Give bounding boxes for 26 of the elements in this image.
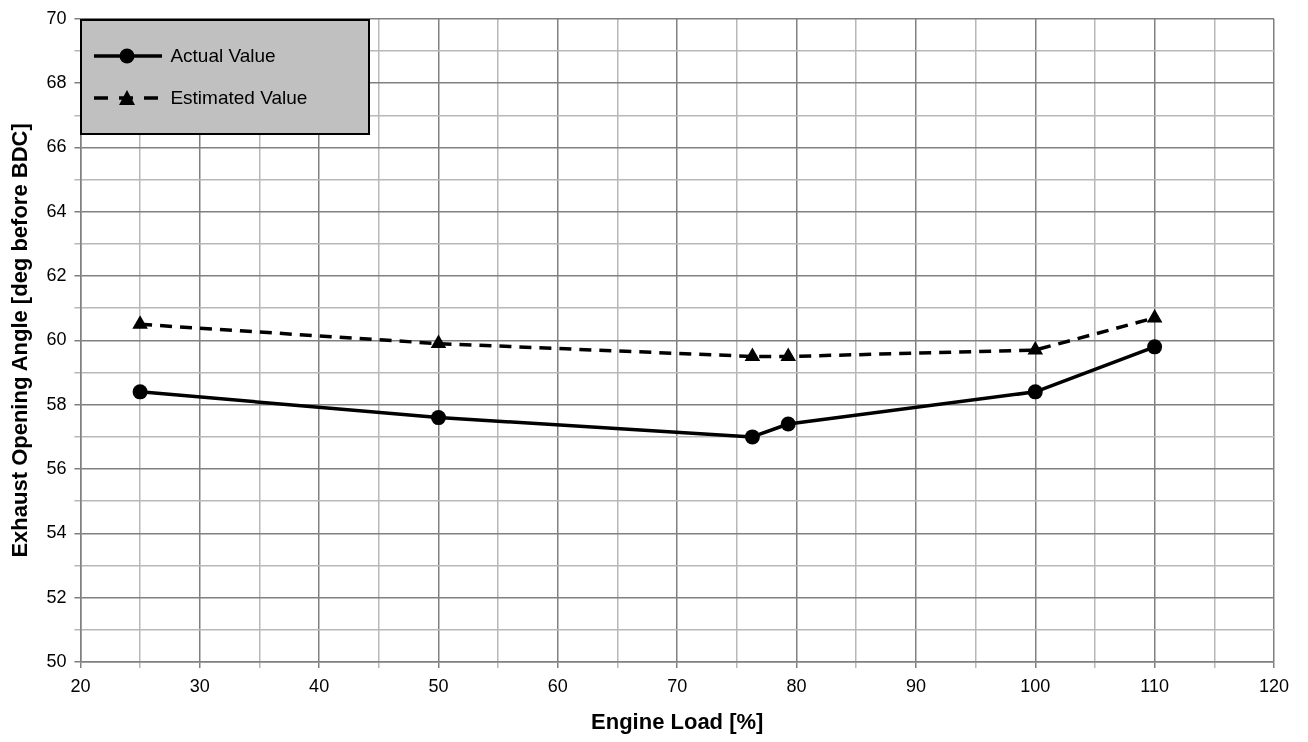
x-tick-label: 80 <box>786 675 807 696</box>
y-tick-label: 66 <box>46 136 67 157</box>
legend-label: Actual Value <box>170 44 276 67</box>
x-tick-label: 40 <box>309 675 330 696</box>
y-tick-label: 52 <box>46 586 67 607</box>
y-axis-title: Exhaust Opening Angle [deg before BDC] <box>7 123 33 558</box>
y-tick-label: 64 <box>46 200 67 221</box>
x-tick-label: 110 <box>1140 675 1169 696</box>
x-tick-label: 30 <box>189 675 210 696</box>
x-tick-label: 70 <box>667 675 688 696</box>
y-tick-label: 54 <box>46 522 67 543</box>
x-tick-label: 100 <box>1020 675 1051 696</box>
x-tick-label: 120 <box>1258 675 1290 696</box>
y-tick-label: 62 <box>46 265 67 286</box>
y-tick-label: 70 <box>46 7 67 28</box>
y-tick-label: 58 <box>46 393 67 414</box>
x-tick-label: 20 <box>70 675 91 696</box>
y-tick-label: 60 <box>46 329 67 350</box>
y-tick-label: 50 <box>46 650 67 671</box>
x-tick-label: 50 <box>428 675 449 696</box>
x-tick-label: 60 <box>547 675 568 696</box>
x-axis-title: Engine Load [%] <box>591 708 764 734</box>
y-tick-label: 68 <box>46 72 67 93</box>
legend-label: Estimated Value <box>170 86 308 109</box>
y-tick-label: 56 <box>46 458 67 479</box>
x-tick-label: 90 <box>905 675 926 696</box>
